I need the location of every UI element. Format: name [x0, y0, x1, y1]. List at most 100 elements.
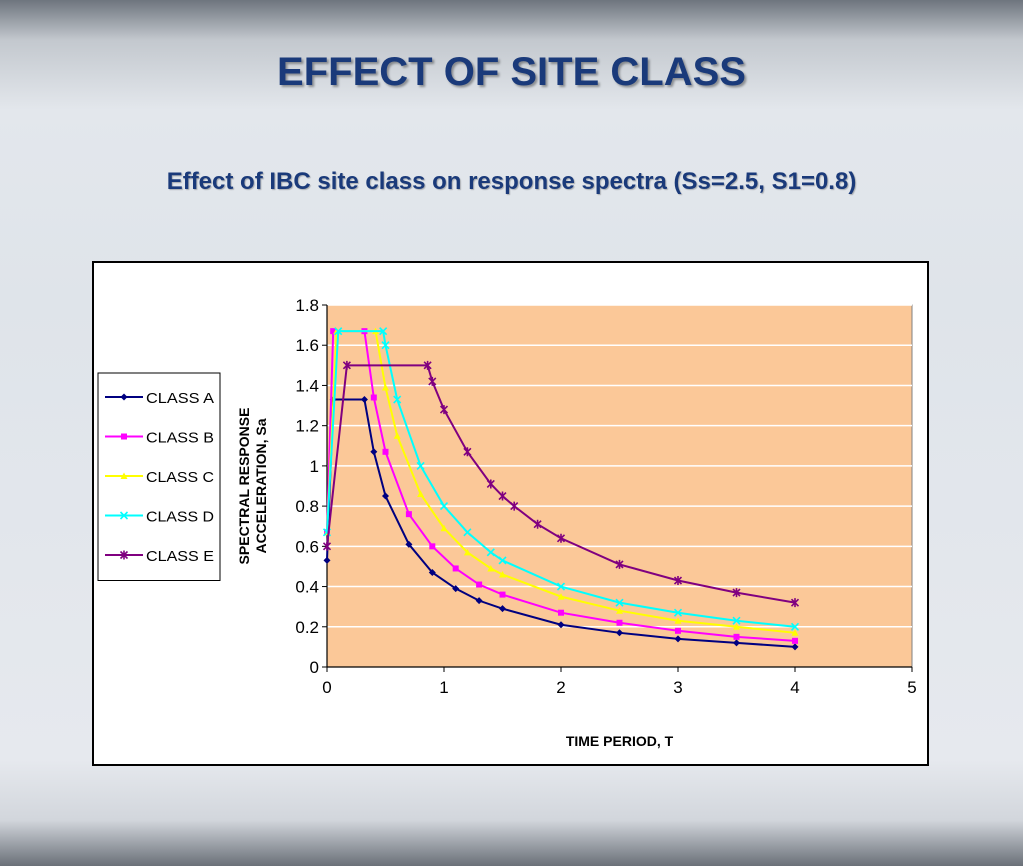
data-point-0-12 — [674, 635, 682, 643]
data-point-2-7 — [463, 548, 471, 556]
legend-item: CLASS B — [105, 430, 214, 447]
data-point-1-11 — [616, 619, 623, 626]
legend-label: CLASS B — [146, 430, 214, 447]
data-point-3-9 — [498, 556, 507, 565]
data-point-4-0 — [322, 541, 332, 551]
data-point-0-0 — [323, 556, 331, 564]
y-tick-label-3: 0.6 — [295, 537, 319, 556]
legend-label: CLASS A — [146, 390, 214, 407]
data-point-4-4 — [439, 405, 449, 415]
y-tick-label-5: 1 — [310, 457, 319, 476]
data-point-0-10 — [557, 621, 565, 629]
data-point-4-10 — [556, 533, 566, 543]
legend-label: CLASS C — [146, 469, 214, 486]
series-class-d — [322, 327, 800, 631]
data-point-1-14 — [792, 637, 798, 644]
data-point-4-3 — [428, 376, 437, 386]
data-point-1-8 — [476, 581, 483, 588]
y-tick-label-4: 0.8 — [295, 497, 319, 516]
legend-marker-icon — [119, 550, 129, 560]
series-class-e — [322, 360, 800, 608]
data-point-3-8 — [486, 548, 495, 557]
data-point-0-5 — [405, 540, 413, 548]
x-tick-label-4: 4 — [790, 678, 799, 697]
data-point-2-9 — [499, 570, 506, 578]
data-point-0-2 — [360, 396, 368, 404]
data-point-4-11 — [615, 559, 624, 569]
y-tick-label-6: 1.2 — [295, 417, 319, 436]
data-point-2-4 — [393, 432, 401, 439]
chart-container: 0 0.2 0.4 0.6 0.8 1 1.2 1.4 1.6 1.8 0 1 2 3 4 5 TIME PE… — [92, 261, 929, 766]
data-point-4-6 — [486, 479, 495, 489]
data-point-4-8 — [510, 501, 519, 511]
data-point-0-11 — [616, 629, 623, 637]
data-point-3-4 — [393, 395, 402, 404]
x-tick-label-1: 1 — [439, 678, 448, 697]
data-point-4-1 — [342, 360, 351, 370]
tick-labels: 0 0.2 0.4 0.6 0.8 1 1.2 1.4 1.6 1.8 0 1 2 3 4 5 — [295, 296, 916, 697]
data-point-2-13 — [733, 623, 740, 630]
slide-subtitle: Effect of IBC site class on response spe… — [166, 168, 857, 195]
data-point-0-13 — [733, 639, 740, 647]
legend-marker-icon — [121, 433, 127, 440]
series-lines — [322, 327, 800, 651]
data-point-2-11 — [616, 607, 623, 614]
y-axis-title-line-1: SPECTRAL RESPONSE — [236, 408, 252, 565]
data-point-1-7 — [452, 565, 459, 572]
data-point-2-6 — [440, 524, 448, 532]
data-point-4-9 — [533, 519, 542, 529]
data-point-2-3 — [382, 383, 389, 391]
data-point-2-12 — [674, 617, 682, 624]
y-axis-title: SPECTRAL RESPONSE ACCELERATION, Sa — [236, 408, 269, 565]
legend-label: CLASS E — [146, 548, 214, 565]
data-point-0-7 — [452, 585, 460, 593]
legend-marker-icon — [120, 472, 128, 479]
x-axis-title: TIME PERIOD, T — [566, 733, 674, 749]
data-point-1-10 — [558, 609, 564, 616]
data-point-3-1 — [334, 327, 343, 336]
legend-label: CLASS D — [146, 509, 214, 526]
y-tick-label-1: 0.2 — [295, 618, 319, 637]
data-point-0-6 — [428, 568, 436, 576]
data-point-1-5 — [405, 511, 412, 518]
data-point-3-6 — [439, 502, 449, 511]
x-tick-label-2: 2 — [556, 678, 565, 697]
y-tick-label-7: 1.4 — [295, 376, 319, 395]
axes — [322, 304, 913, 672]
data-point-0-14 — [791, 643, 799, 651]
data-point-3-2 — [379, 327, 388, 336]
data-point-4-5 — [463, 447, 472, 457]
y-tick-label-0: 0 — [310, 658, 319, 677]
data-point-4-2 — [423, 360, 432, 370]
data-point-4-14 — [790, 598, 800, 608]
grid-lines — [327, 304, 912, 628]
data-point-3-5 — [416, 461, 425, 470]
data-point-1-6 — [429, 543, 436, 550]
y-tick-label-9: 1.8 — [295, 296, 319, 315]
legend: CLASS A CLASS B CLASS C CLASS D CLASS E — [97, 372, 221, 581]
data-point-3-10 — [556, 582, 566, 591]
data-point-2-14 — [791, 629, 799, 636]
x-tick-label-3: 3 — [673, 678, 682, 697]
legend-item: CLASS C — [105, 469, 214, 486]
data-point-3-11 — [615, 598, 624, 607]
series-class-c — [323, 327, 799, 636]
x-tick-label-5: 5 — [907, 678, 916, 697]
response-spectra-chart: 0 0.2 0.4 0.6 0.8 1 1.2 1.4 1.6 1.8 0 1 2 3 4 5 TIME PE… — [97, 296, 917, 749]
y-tick-label-2: 0.4 — [295, 578, 319, 597]
data-point-3-13 — [732, 616, 741, 625]
x-tick-label-0: 0 — [322, 678, 331, 697]
y-axis-title-line-2: ACCELERATION, Sa — [253, 418, 269, 553]
data-point-0-4 — [382, 492, 389, 500]
legend-item: CLASS A — [105, 390, 214, 407]
data-point-4-7 — [498, 491, 507, 501]
data-point-4-12 — [673, 576, 683, 586]
data-point-2-10 — [557, 593, 565, 600]
data-point-3-3 — [381, 341, 390, 350]
data-point-3-7 — [463, 528, 472, 537]
series-class-b — [324, 328, 798, 644]
data-point-0-9 — [499, 605, 506, 613]
legend-marker-icon — [119, 511, 129, 520]
data-point-3-14 — [790, 622, 800, 631]
data-point-1-13 — [733, 633, 740, 640]
